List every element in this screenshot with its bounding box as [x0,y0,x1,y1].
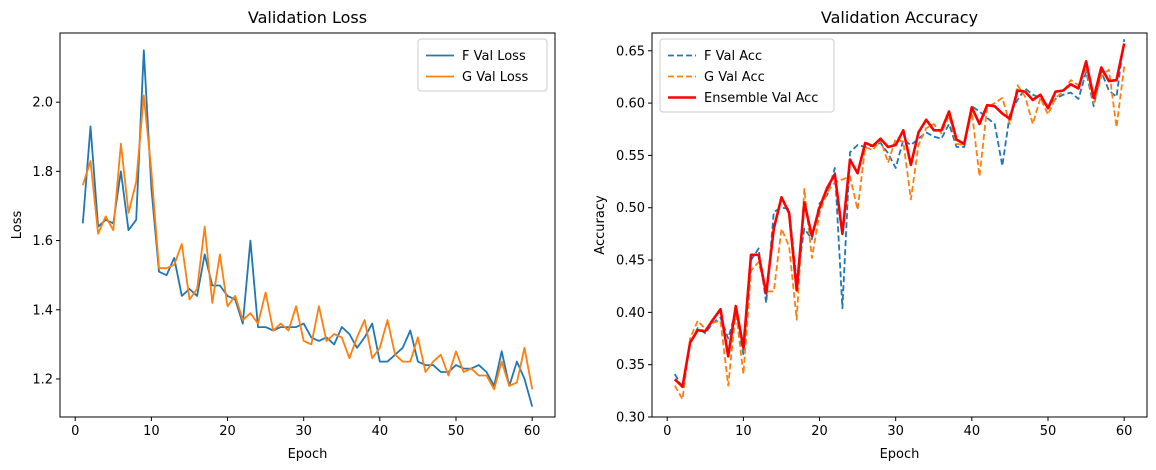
loss-y-tick-label: 2.0 [32,96,53,111]
accuracy-y-ticks: 0.30 0.35 0.40 0.45 0.50 0.55 0.60 0.65 [616,44,652,426]
accuracy-x-tick-label: 10 [735,424,752,439]
accuracy-y-tick-label: 0.50 [616,201,645,216]
accuracy-legend-box [659,38,835,113]
loss-x-tick-label: 30 [295,424,312,439]
accuracy-x-tick-label: 50 [1040,424,1057,439]
accuracy-y-tick-label: 0.55 [616,149,645,164]
loss-y-tick-label: 1.4 [32,303,53,318]
accuracy-plot-frame [651,32,1148,418]
loss-x-tick-label: 50 [448,424,465,439]
loss-series-line-2 [81,94,534,391]
loss-x-tick-label: 20 [219,424,236,439]
accuracy-x-ticks: 0 10 20 30 40 50 60 [663,417,1132,439]
loss-chart-title: Validation Loss [248,8,367,27]
loss-x-tick-label: 40 [372,424,389,439]
loss-y-tick-label: 1.6 [32,234,53,249]
accuracy-x-tick-label: 60 [1116,424,1133,439]
accuracy-legend-label: F Val Acc [704,49,762,64]
accuracy-y-tick-label: 0.30 [616,411,645,426]
accuracy-y-tick-label: 0.45 [616,254,645,269]
loss-legend-box [417,38,548,92]
accuracy-x-tick-label: 30 [887,424,904,439]
loss-y-tick-label: 1.2 [32,372,53,387]
accuracy-chart: Validation Accuracy Epoch Accuracy 0 10 20… [593,8,1148,462]
accuracy-x-tick-label: 20 [811,424,828,439]
loss-chart: Validation Loss Epoch Loss 0 10 20 30 40 50 60… [10,8,556,462]
loss-legend-label: F Val Loss [462,49,526,64]
accuracy-y-tick-label: 0.35 [616,358,645,373]
accuracy-legend-label: Ensemble Val Acc [704,91,818,106]
loss-legend: F Val Loss G Val Loss [417,38,548,92]
loss-x-ticks: 0 10 20 30 40 50 60 [71,417,540,439]
loss-plot-frame [59,32,556,418]
accuracy-chart-title: Validation Accuracy [821,8,978,27]
loss-x-tick-label: 10 [143,424,160,439]
accuracy-y-axis-label: Accuracy [593,195,608,255]
loss-y-ticks: 1.2 1.4 1.6 1.8 2.0 [32,96,60,387]
loss-x-tick-label: 60 [524,424,541,439]
accuracy-y-tick-label: 0.40 [616,306,645,321]
accuracy-series-lines [673,39,1126,401]
accuracy-x-tick-label: 0 [663,424,671,439]
accuracy-x-tick-label: 40 [964,424,981,439]
accuracy-y-tick-label: 0.60 [616,97,645,112]
accuracy-y-tick-label: 0.65 [616,44,645,59]
loss-series-lines [81,49,534,407]
accuracy-x-axis-label: Epoch [880,447,920,462]
accuracy-legend-label: G Val Acc [704,70,765,85]
accuracy-legend: F Val Acc G Val Acc Ensemble Val Acc [659,38,835,113]
loss-x-tick-label: 0 [71,424,79,439]
loss-x-axis-label: Epoch [288,447,328,462]
loss-legend-label: G Val Loss [462,70,529,85]
loss-y-axis-label: Loss [10,211,25,240]
loss-y-tick-label: 1.8 [32,165,53,180]
accuracy-series-line-3 [673,43,1126,389]
